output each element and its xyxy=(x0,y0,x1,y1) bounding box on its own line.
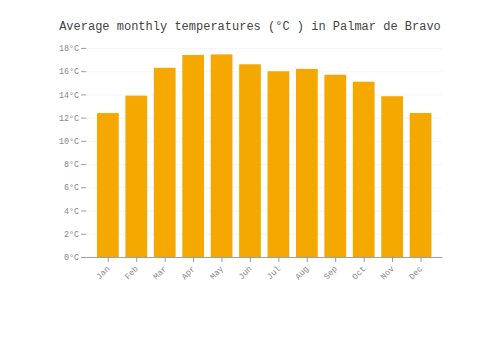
svg-text:Sep: Sep xyxy=(322,264,340,282)
svg-text:12°C: 12°C xyxy=(59,114,79,124)
svg-text:May: May xyxy=(208,264,226,282)
svg-text:Aug: Aug xyxy=(294,264,312,282)
svg-text:Feb: Feb xyxy=(123,264,141,282)
svg-text:6°C: 6°C xyxy=(64,183,79,193)
svg-text:18°C: 18°C xyxy=(59,44,79,54)
svg-text:16°C: 16°C xyxy=(59,67,79,77)
svg-text:Dec: Dec xyxy=(407,264,425,282)
svg-text:14°C: 14°C xyxy=(59,91,79,101)
svg-text:4°C: 4°C xyxy=(64,207,79,217)
svg-text:Oct: Oct xyxy=(350,264,368,282)
html-text:Average monthly temperatures (: Average monthly temperatures (°C ) in Pa… xyxy=(59,20,441,34)
svg-text:Nov: Nov xyxy=(379,264,397,282)
svg-text:Jul: Jul xyxy=(265,264,283,282)
svg-text:Jun: Jun xyxy=(237,264,255,282)
svg-text:2°C: 2°C xyxy=(64,230,79,240)
svg-text:10°C: 10°C xyxy=(59,137,79,147)
svg-text:Jan: Jan xyxy=(95,264,113,282)
svg-text:8°C: 8°C xyxy=(64,160,79,170)
svg-text:Mar: Mar xyxy=(151,264,169,282)
svg-text:0°C: 0°C xyxy=(64,253,79,263)
svg-text:Apr: Apr xyxy=(180,264,198,282)
